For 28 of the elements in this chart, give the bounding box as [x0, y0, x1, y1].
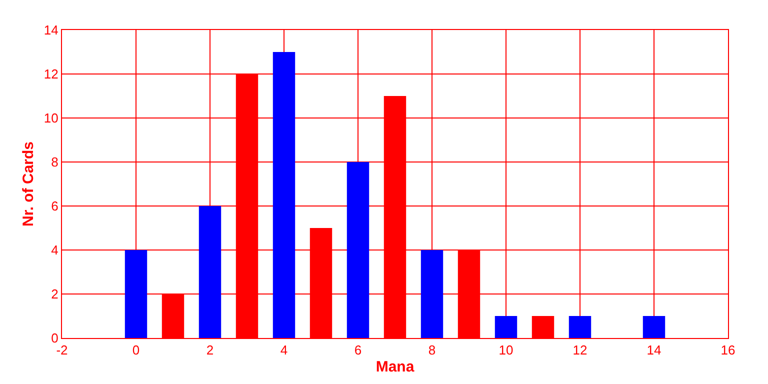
bar: [568, 316, 592, 338]
bar: [124, 250, 148, 338]
y-tick-label: 6: [51, 198, 58, 214]
x-tick-label: 14: [646, 342, 662, 358]
y-tick-label: 12: [44, 66, 58, 82]
y-tick-label: 10: [44, 110, 58, 126]
x-tick-label: -2: [56, 342, 68, 358]
x-tick-label: 2: [206, 342, 214, 358]
y-tick-label: 4: [51, 242, 58, 258]
y-tick-label: 14: [44, 22, 58, 38]
bar: [272, 52, 296, 338]
x-tick-label: 16: [720, 342, 736, 358]
bar: [346, 162, 370, 338]
bar: [420, 250, 444, 338]
x-tick-label: 6: [354, 342, 362, 358]
x-tick-label: 10: [498, 342, 514, 358]
bar: [198, 206, 222, 338]
y-tick-label: 0: [51, 330, 58, 346]
x-tick-label: 0: [132, 342, 140, 358]
bar: [494, 316, 518, 338]
y-tick-label: 8: [51, 154, 58, 170]
y-axis-title: Nr. of Cards: [20, 141, 38, 227]
x-axis-title: Mana: [376, 358, 415, 376]
x-tick-label: 4: [280, 342, 288, 358]
x-tick-label: 12: [572, 342, 588, 358]
y-tick-label: 2: [51, 286, 58, 302]
x-tick-label: 8: [428, 342, 436, 358]
bar: [642, 316, 666, 338]
